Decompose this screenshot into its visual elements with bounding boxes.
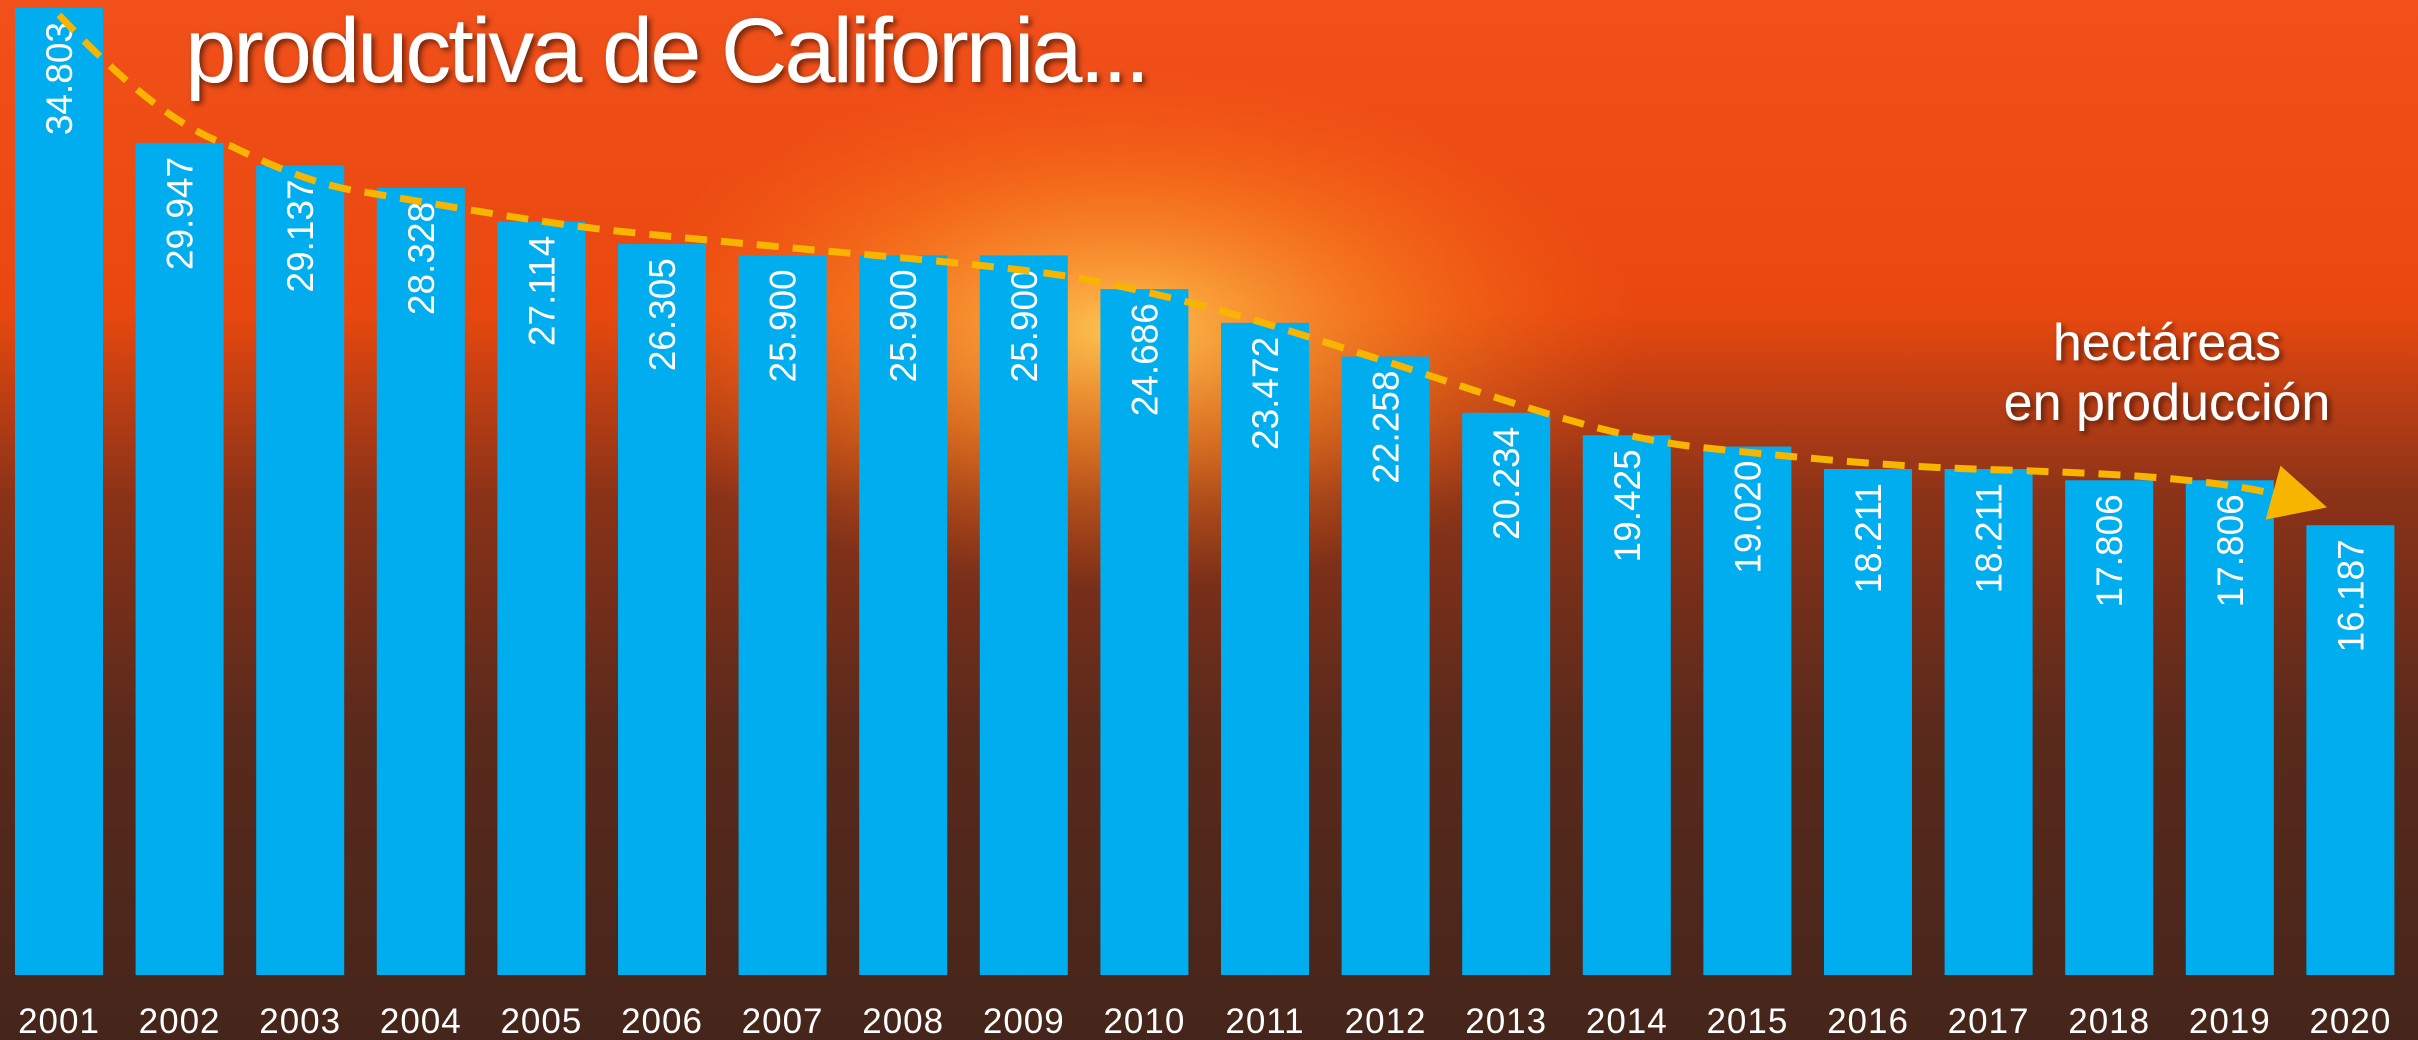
x-tick-label: 2002 [139, 1002, 221, 1040]
value-label: 17.806 [2089, 494, 2130, 607]
bar [1703, 446, 1792, 975]
x-tick-label: 2014 [1586, 1002, 1668, 1040]
bar [1462, 412, 1551, 976]
value-label: 23.472 [1245, 337, 1286, 450]
bar [376, 187, 465, 976]
value-label: 17.806 [2210, 494, 2251, 607]
x-tick-label: 2010 [1103, 1002, 1185, 1040]
value-label: 24.686 [1124, 303, 1165, 416]
bar [1341, 356, 1430, 975]
value-label: 22.258 [1366, 371, 1407, 484]
annotation: en producción [2004, 374, 2331, 432]
x-tick-label: 2004 [380, 1002, 462, 1040]
value-label: 27.114 [521, 236, 562, 346]
x-tick-label: 2015 [1706, 1002, 1788, 1040]
x-tick-label: 2017 [1948, 1002, 2030, 1040]
value-label: 20.234 [1486, 427, 1527, 540]
x-tick-label: 2001 [18, 1002, 100, 1040]
value-label: 25.900 [763, 269, 804, 382]
value-label: 19.425 [1607, 449, 1648, 562]
bar [135, 142, 224, 975]
x-tick-label: 2013 [1465, 1002, 1547, 1040]
bar [15, 8, 103, 975]
value-label: 29.137 [280, 179, 321, 292]
x-tick-label: 2016 [1827, 1002, 1909, 1040]
trend-arrow [56, 12, 2327, 520]
x-tick-label: 2020 [2309, 1002, 2391, 1040]
x-tick-label: 2008 [862, 1002, 944, 1040]
x-tick-label: 2011 [1225, 1002, 1304, 1040]
bar [2065, 480, 2154, 975]
x-tick-label: 2009 [983, 1002, 1065, 1040]
x-tick-label: 2018 [2068, 1002, 2150, 1040]
value-label: 29.947 [160, 157, 201, 270]
x-tick-label: 2019 [2189, 1002, 2271, 1040]
annotation: hectáreas [2053, 314, 2281, 372]
bar [618, 244, 706, 976]
x-tick-label: 2012 [1345, 1002, 1427, 1040]
value-label: 16.187 [2330, 539, 2371, 652]
x-tick-label: 2005 [500, 1002, 582, 1040]
bar [1221, 322, 1309, 975]
chart-title: productiva de California... [185, 0, 1147, 102]
bar [1824, 469, 1912, 975]
value-label: 25.900 [883, 269, 924, 382]
bar [979, 255, 1068, 975]
x-tick-label: 2003 [259, 1002, 341, 1040]
bar [256, 165, 345, 976]
bar [738, 255, 827, 975]
value-label: 34.803 [39, 22, 80, 135]
value-label: 18.211 [1969, 483, 2010, 593]
bar [497, 221, 586, 976]
value-label: 19.020 [1727, 461, 1768, 574]
bar [1100, 289, 1189, 975]
value-label: 26.305 [642, 258, 683, 371]
value-label: 28.328 [401, 202, 442, 315]
value-label: 25.900 [1004, 269, 1045, 382]
x-tick-label: 2006 [621, 1002, 703, 1040]
bar [1944, 469, 2033, 975]
bar [2306, 525, 2395, 975]
bar [1582, 435, 1671, 976]
bar [859, 255, 948, 975]
value-label: 18.211 [1848, 483, 1889, 593]
x-tick-label: 2007 [742, 1002, 824, 1040]
bar [2185, 480, 2274, 975]
